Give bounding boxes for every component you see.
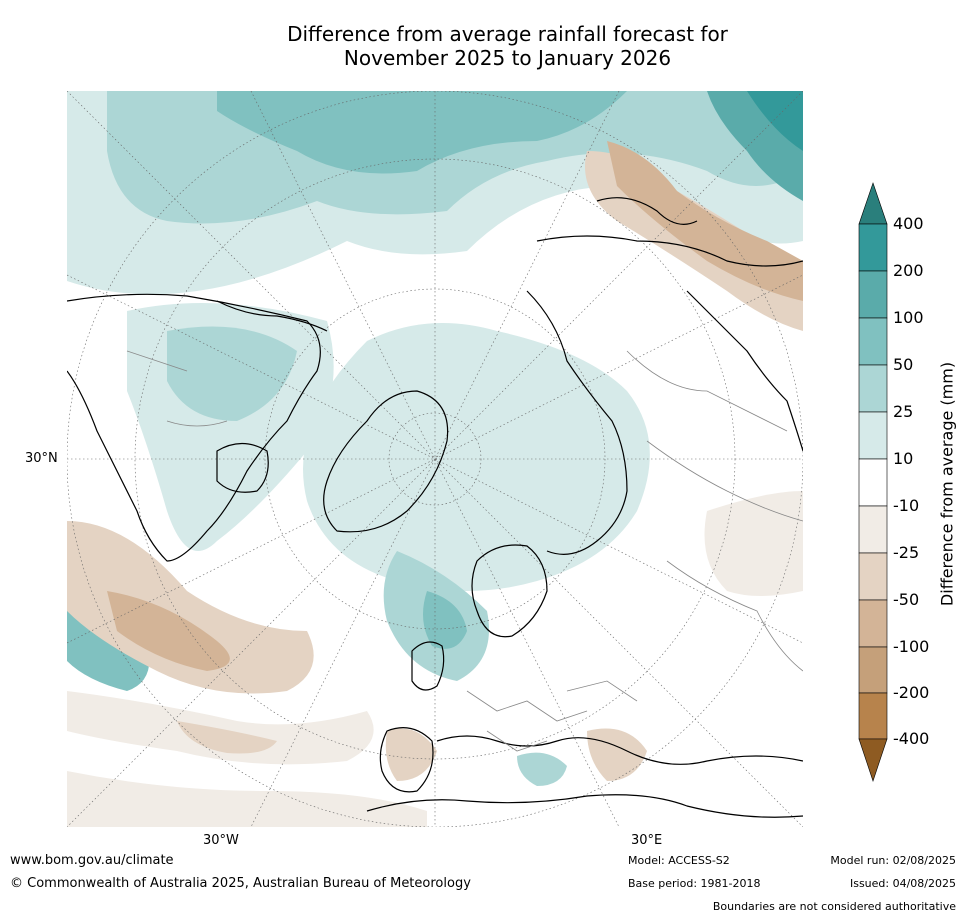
colorbar xyxy=(858,182,888,782)
europe-south-coast xyxy=(436,735,803,765)
dry-region-east-asia xyxy=(704,491,803,596)
boundaries-note: Boundaries are not considered authoritat… xyxy=(712,900,956,913)
colorbar-tick-200: 200 xyxy=(893,261,924,280)
colorbar-bin-50-100 xyxy=(858,317,888,366)
base-period: Base period: 1981-2018 xyxy=(628,877,761,890)
model-name: Model: ACCESS-S2 xyxy=(628,854,730,867)
wet-region-north-america-core xyxy=(167,326,297,421)
alaska-coast xyxy=(216,300,328,332)
colorbar-bin-10-25 xyxy=(858,411,888,460)
wet-region-mediterranean xyxy=(517,752,567,786)
hudson-bay-coast xyxy=(216,442,269,493)
colorbar-bin-m10-m25 xyxy=(858,505,888,554)
colorbar-tick-m50: -50 xyxy=(893,590,920,609)
colorbar-bin-neutral xyxy=(858,458,888,507)
greenland-coast xyxy=(323,390,449,533)
colorbar-bin-m50-m100 xyxy=(858,599,888,648)
meridian-60-b xyxy=(67,274,803,644)
wet-region-atlantic-core xyxy=(423,591,467,649)
colorbar-tick-m400: -400 xyxy=(893,729,930,748)
dry-region-south-pacific-band xyxy=(67,691,374,765)
dry-region-central-pacific-core xyxy=(107,591,230,671)
meridian-30e-150w xyxy=(250,91,620,827)
country-borders xyxy=(126,350,803,752)
title-line-1: Difference from average rainfall forecas… xyxy=(287,22,728,46)
latitude-circle-60n xyxy=(264,288,606,630)
colorbar-tick-m200: -200 xyxy=(893,683,930,702)
border-lines-europe xyxy=(466,680,638,752)
issued-date: Issued: 04/08/2025 xyxy=(849,877,956,890)
dry-region-central-pacific xyxy=(67,521,314,694)
longitude-label-30e: 30°E xyxy=(631,833,663,848)
colorbar-bottom-arrow xyxy=(858,738,888,782)
meridian-30w-150e xyxy=(250,91,620,827)
colorbar-tick-m25: -25 xyxy=(893,543,920,562)
colorbar-label: Difference from average (mm) xyxy=(937,361,957,607)
colorbar-bin-200-400 xyxy=(858,223,888,272)
colorbar-top-arrow xyxy=(858,182,888,225)
latitude-circle-80n xyxy=(388,412,482,506)
east-asia-coast xyxy=(686,290,803,452)
colorbar-bin-m25-m50 xyxy=(858,552,888,601)
iberia-coast xyxy=(379,727,434,793)
colorbar-bin-m100-m200 xyxy=(858,646,888,694)
dry-region-siberia-core xyxy=(607,141,803,301)
british-isles-coast xyxy=(411,641,445,691)
title-line-2: November 2025 to January 2026 xyxy=(343,46,672,70)
north-america-coast xyxy=(67,293,321,562)
eurasia-coast xyxy=(526,197,803,555)
latitude-label-30n: 30°N xyxy=(25,451,58,466)
colorbar-tick-50: 50 xyxy=(893,355,914,374)
graticule xyxy=(67,91,803,827)
model-run-date: Model run: 02/08/2025 xyxy=(830,854,956,867)
chart-title: Difference from average rainfall forecas… xyxy=(0,22,965,70)
colorbar-bin-25-50 xyxy=(858,364,888,413)
colorbar-tick-100: 100 xyxy=(893,308,924,327)
dry-anomaly-regions xyxy=(67,141,803,827)
website-link[interactable]: www.bom.gov.au/climate xyxy=(10,853,174,868)
africa-north-coast xyxy=(366,794,803,818)
scandinavia-coast xyxy=(471,544,548,638)
colorbar-tick-m10: -10 xyxy=(893,496,920,515)
dry-region-south-border xyxy=(67,771,427,827)
colorbar-bin-m200-m400 xyxy=(858,692,888,740)
colorbar-tick-25: 25 xyxy=(893,402,914,421)
colorbar-tick-10: 10 xyxy=(893,449,914,468)
meridian-45-b xyxy=(67,91,803,827)
longitude-label-30w: 30°W xyxy=(203,833,239,848)
copyright-text: © Commonwealth of Australia 2025, Austra… xyxy=(10,876,471,891)
map-canvas xyxy=(67,91,803,827)
wet-region-arctic xyxy=(303,323,650,591)
wet-region-ne-core xyxy=(747,91,803,151)
meridian-60-a xyxy=(67,274,803,644)
colorbar-bin-100-200 xyxy=(858,270,888,319)
wet-region-pacific-core xyxy=(217,91,627,174)
rainfall-anomaly-map xyxy=(67,91,803,827)
border-lines-asia xyxy=(626,350,803,672)
coastlines xyxy=(67,197,803,818)
dry-region-mediterranean-west xyxy=(385,728,437,781)
border-lines-north-america xyxy=(126,350,228,427)
colorbar-tick-m100: -100 xyxy=(893,637,930,656)
colorbar-tick-400: 400 xyxy=(893,214,924,233)
wet-anomaly-regions xyxy=(67,91,803,786)
dry-region-south-pacific-band-core xyxy=(177,721,277,754)
